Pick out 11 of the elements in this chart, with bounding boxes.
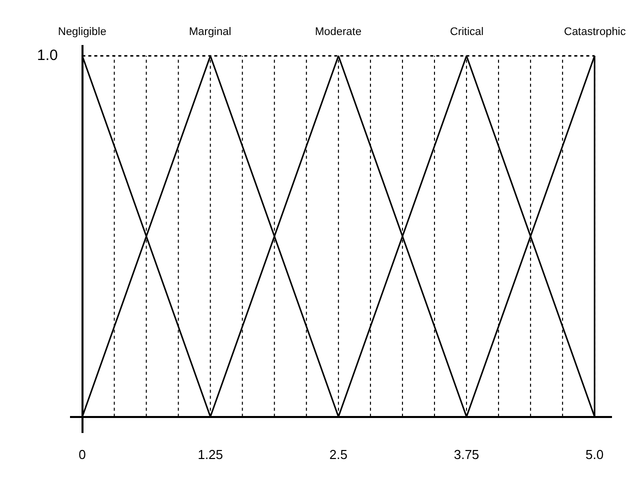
text: Negligible — [58, 26, 106, 38]
x-tick-label: 5.0 — [586, 447, 604, 462]
x-tick-label: 3.75 — [454, 447, 480, 462]
x-tick-label: 2.5 — [329, 447, 348, 462]
x-tick-label: 1.25 — [198, 447, 224, 462]
text: Critical — [450, 26, 484, 38]
x-tick-label: 0 — [78, 447, 86, 462]
text: 1.0 — [37, 47, 58, 64]
text: Catastrophic — [564, 26, 626, 38]
text: Marginal — [189, 26, 232, 38]
text: Moderate — [315, 26, 362, 38]
